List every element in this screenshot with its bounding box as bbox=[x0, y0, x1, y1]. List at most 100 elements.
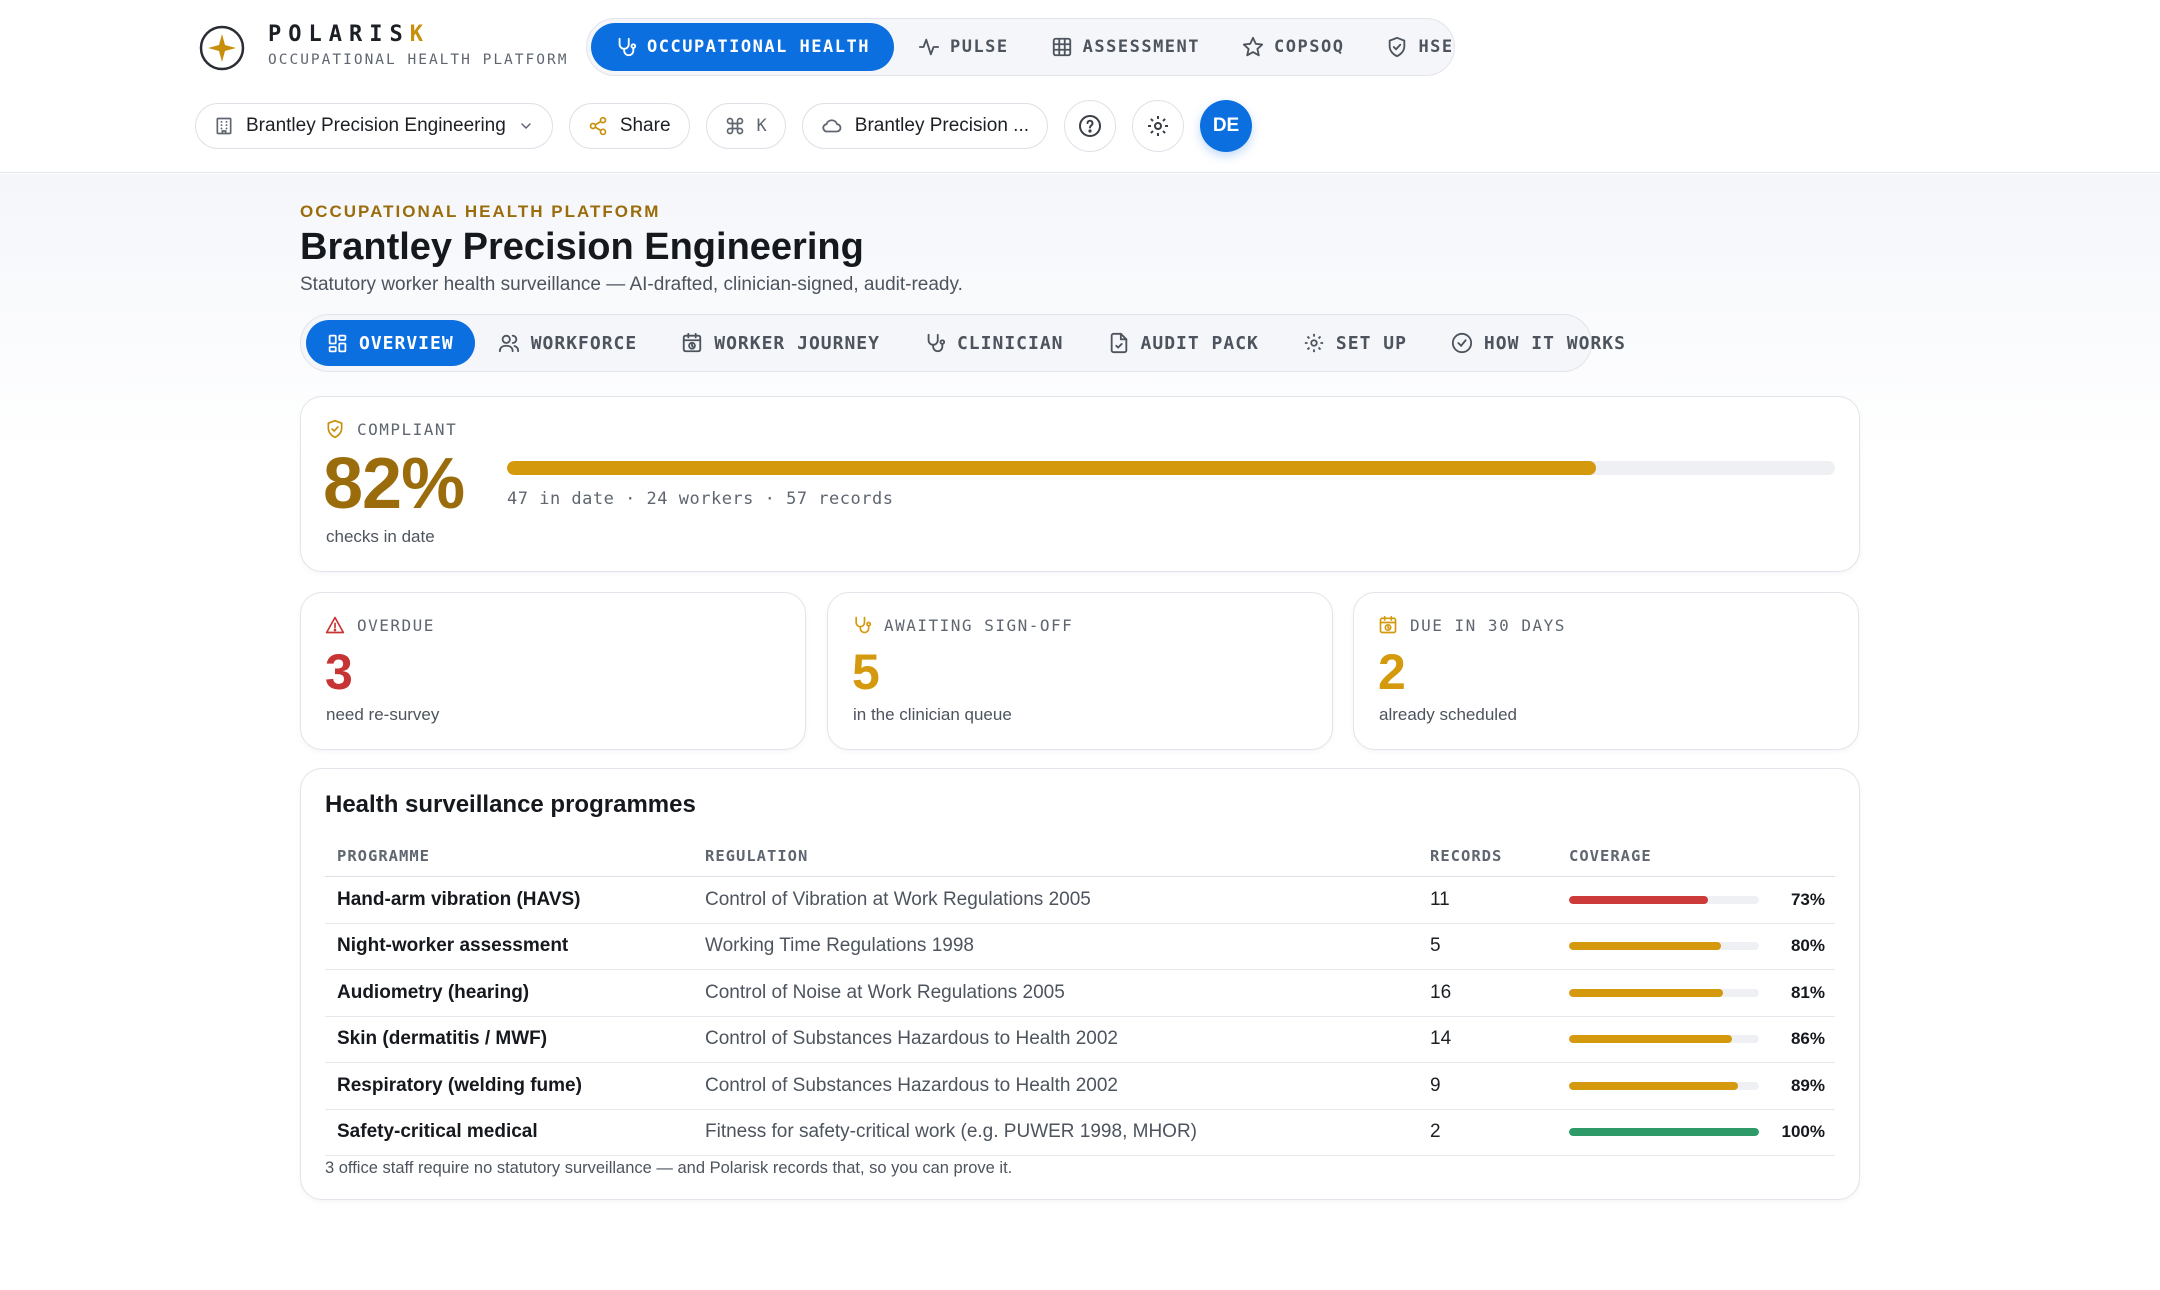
user-avatar[interactable]: DE bbox=[1200, 100, 1253, 152]
table-row[interactable]: Audiometry (hearing) Control of Noise at … bbox=[325, 970, 1835, 1017]
regulation-text: Fitness for safety-critical work (e.g. P… bbox=[705, 1121, 1197, 1143]
programmes-title: Health surveillance programmes bbox=[325, 791, 696, 818]
stat-caption: in the clinician queue bbox=[853, 705, 1012, 724]
calendar-clock-icon bbox=[1378, 615, 1398, 635]
stat-awaiting-sign-off[interactable]: AWAITING SIGN-OFF 5 in the clinician que… bbox=[827, 592, 1333, 750]
column-header-regulation[interactable]: REGULATION bbox=[705, 846, 809, 865]
programme-name: Audiometry (hearing) bbox=[337, 981, 530, 1003]
tab-copsoq[interactable]: COPSOQ bbox=[1224, 23, 1362, 71]
product-nav: OCCUPATIONAL HEALTH PULSE ASSESSMENT COP… bbox=[586, 18, 1455, 76]
table-header-row: PROGRAMME REGULATION RECORDS COVERAGE bbox=[325, 835, 1835, 877]
table-row[interactable]: Night-worker assessment Working Time Regu… bbox=[325, 924, 1835, 970]
tab-label: ASSESSMENT bbox=[1082, 37, 1201, 57]
tab-hse[interactable]: HSE bbox=[1368, 23, 1471, 71]
stat-due-in-30-days[interactable]: DUE IN 30 DAYS 2 already scheduled bbox=[1353, 592, 1859, 750]
command-palette-button[interactable]: K bbox=[705, 103, 786, 149]
coverage-bar bbox=[1569, 895, 1759, 904]
chevron-down-icon bbox=[518, 118, 534, 134]
tab-set-up[interactable]: SET UP bbox=[1282, 320, 1428, 366]
table-row[interactable]: Safety-critical medical Fitness for safet… bbox=[325, 1110, 1835, 1156]
column-header-coverage[interactable]: COVERAGE bbox=[1569, 846, 1652, 865]
tab-how-it-works[interactable]: HOW IT WORKS bbox=[1430, 320, 1647, 366]
programme-name: Skin (dermatitis / MWF) bbox=[337, 1028, 548, 1050]
stethoscope-icon bbox=[852, 615, 872, 635]
programme-name: Respiratory (welding fume) bbox=[337, 1074, 582, 1096]
coverage-cell: 80% bbox=[1569, 936, 1835, 956]
app-header: POLARISK OCCUPATIONAL HEALTH PLATFORM OC… bbox=[0, 0, 2160, 173]
cloud-org-button[interactable]: Brantley Precision ... bbox=[801, 103, 1049, 149]
help-circle-icon bbox=[1078, 114, 1102, 138]
alert-triangle-icon bbox=[325, 615, 345, 635]
tab-pulse[interactable]: PULSE bbox=[900, 23, 1027, 71]
stat-label: OVERDUE bbox=[325, 615, 435, 635]
records-count: 9 bbox=[1430, 1074, 1441, 1096]
tab-audit-pack[interactable]: AUDIT PACK bbox=[1087, 320, 1280, 366]
compass-logo-icon[interactable] bbox=[198, 24, 246, 72]
tab-label: CLINICIAN bbox=[956, 332, 1064, 354]
tab-label: OCCUPATIONAL HEALTH bbox=[647, 37, 870, 57]
stethoscope-icon bbox=[615, 36, 637, 58]
coverage-cell: 86% bbox=[1569, 1029, 1835, 1049]
records-count: 14 bbox=[1430, 1028, 1452, 1050]
file-check-icon bbox=[1108, 332, 1130, 354]
tab-label: SET UP bbox=[1335, 332, 1407, 354]
table-row[interactable]: Hand-arm vibration (HAVS) Control of Vibr… bbox=[325, 877, 1835, 924]
programme-name: Safety-critical medical bbox=[337, 1121, 538, 1143]
stat-value: 2 bbox=[1378, 644, 1406, 700]
org-selector[interactable]: Brantley Precision Engineering bbox=[195, 103, 553, 149]
activity-icon bbox=[918, 36, 940, 58]
coverage-bar-fill bbox=[1569, 942, 1721, 951]
tab-label: PULSE bbox=[949, 37, 1009, 57]
regulation-text: Working Time Regulations 1998 bbox=[705, 935, 974, 957]
compliance-caption: checks in date bbox=[326, 527, 435, 546]
table-row[interactable]: Skin (dermatitis / MWF) Control of Substa… bbox=[325, 1017, 1835, 1063]
coverage-bar bbox=[1569, 1035, 1759, 1044]
tab-label: AUDIT PACK bbox=[1140, 332, 1259, 354]
coverage-bar-fill bbox=[1569, 1035, 1733, 1044]
cloud-org-label: Brantley Precision ... bbox=[854, 115, 1030, 136]
stat-value: 5 bbox=[852, 644, 880, 700]
stat-label: AWAITING SIGN-OFF bbox=[852, 615, 1073, 635]
dashboard-icon bbox=[327, 333, 348, 354]
coverage-bar bbox=[1569, 988, 1759, 997]
programmes-card: Health surveillance programmes PROGRAMME… bbox=[300, 768, 1860, 1200]
brand-name: POLARISK bbox=[268, 22, 430, 47]
stat-caption: need re-survey bbox=[326, 705, 440, 724]
compliance-progress-fill bbox=[507, 461, 1596, 475]
column-header-programme[interactable]: PROGRAMME bbox=[337, 846, 430, 865]
stat-overdue[interactable]: OVERDUE 3 need re-survey bbox=[300, 592, 806, 750]
coverage-percent: 100% bbox=[1781, 1122, 1825, 1142]
coverage-percent: 73% bbox=[1790, 889, 1825, 909]
programmes-footnote: 3 office staff require no statutory surv… bbox=[325, 1159, 1013, 1177]
grid-icon bbox=[1051, 36, 1073, 58]
tab-worker-journey[interactable]: WORKER JOURNEY bbox=[660, 320, 901, 366]
regulation-text: Control of Substances Hazardous to Healt… bbox=[705, 1028, 1118, 1050]
cloud-icon bbox=[821, 115, 843, 137]
tab-assessment[interactable]: ASSESSMENT bbox=[1033, 23, 1218, 71]
compliance-meta: 47 in date · 24 workers · 57 records bbox=[507, 489, 894, 509]
shortcut-key: K bbox=[756, 116, 767, 136]
gear-icon bbox=[1303, 332, 1325, 354]
stat-value: 3 bbox=[325, 644, 353, 700]
programmes-table: PROGRAMME REGULATION RECORDS COVERAGE Ha… bbox=[325, 835, 1835, 1156]
help-button[interactable] bbox=[1064, 100, 1117, 152]
tab-clinician[interactable]: CLINICIAN bbox=[903, 320, 1085, 366]
programme-name: Night-worker assessment bbox=[337, 935, 569, 957]
tab-label: HSE bbox=[1418, 37, 1454, 57]
table-row[interactable]: Respiratory (welding fume) Control of Sub… bbox=[325, 1063, 1835, 1110]
compliance-label: COMPLIANT bbox=[325, 419, 457, 439]
tab-overview[interactable]: OVERVIEW bbox=[306, 320, 475, 366]
coverage-cell: 73% bbox=[1569, 890, 1835, 910]
records-count: 16 bbox=[1430, 981, 1452, 1003]
column-header-records[interactable]: RECORDS bbox=[1430, 846, 1503, 865]
share-button[interactable]: Share bbox=[568, 103, 690, 149]
coverage-percent: 80% bbox=[1790, 936, 1825, 956]
section-nav: OVERVIEW WORKFORCE WORKER JOURNEY CLINIC… bbox=[300, 314, 1625, 372]
stethoscope-icon bbox=[924, 332, 946, 354]
tab-label: COPSOQ bbox=[1274, 37, 1345, 57]
tab-occupational-health[interactable]: OCCUPATIONAL HEALTH bbox=[591, 23, 894, 71]
tab-workforce[interactable]: WORKFORCE bbox=[477, 320, 659, 366]
main-content: OCCUPATIONAL HEALTH PLATFORM Brantley Pr… bbox=[0, 174, 2160, 1290]
org-selector-label: Brantley Precision Engineering bbox=[246, 115, 506, 136]
settings-button[interactable] bbox=[1132, 100, 1185, 152]
